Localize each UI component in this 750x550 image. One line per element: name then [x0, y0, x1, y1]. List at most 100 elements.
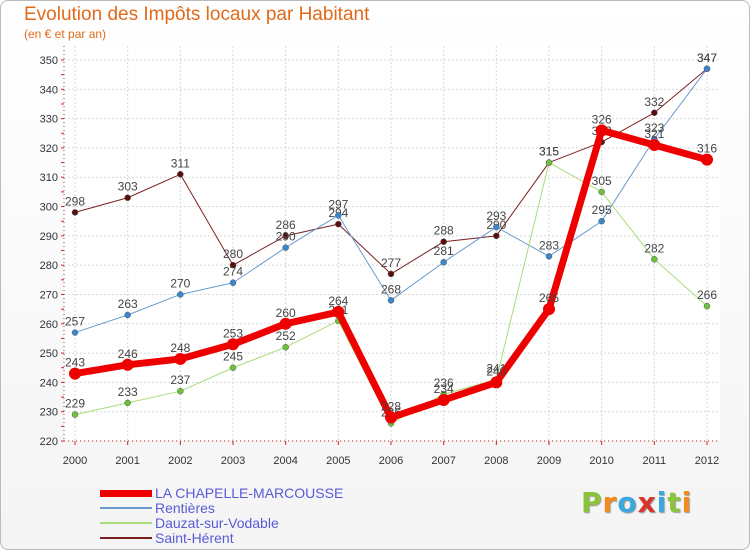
data-label: 245: [223, 350, 243, 364]
series-renti-res: 257 263 270 274 290 297 268 281 293 283 295 323 347: [65, 51, 717, 336]
data-point: [440, 238, 447, 245]
data-label: 237: [170, 373, 190, 387]
data-label: 246: [118, 347, 138, 361]
y-tick-label: 280: [40, 260, 58, 272]
data-label: 240: [486, 364, 506, 378]
data-label: 228: [381, 400, 401, 414]
data-label: 268: [381, 282, 401, 296]
logo-letter: i: [681, 486, 693, 519]
y-tick-label: 240: [40, 377, 58, 389]
legend-item-dauzat: Dauzat-sur-Vodable: [100, 515, 279, 531]
data-point: [71, 209, 79, 216]
data-point: [177, 387, 184, 395]
data-point: [124, 311, 131, 319]
data-label: 332: [644, 95, 664, 109]
data-point: [387, 297, 395, 304]
data-point: [227, 338, 239, 351]
data-label: 321: [644, 127, 664, 141]
x-tick-label: 2006: [379, 455, 403, 467]
data-label: 293: [486, 209, 506, 223]
data-point: [595, 124, 608, 137]
x-tick-label: 2005: [326, 455, 350, 467]
data-label: 311: [171, 156, 190, 170]
data-label: 280: [223, 247, 243, 261]
legend-swatch-dauzat: [100, 522, 152, 524]
data-point: [651, 109, 658, 117]
series-la-chapelle-marcousse: 243 246 248 253 260 264 228 234 240 265 326 321 316: [65, 112, 717, 424]
data-point: [229, 279, 237, 286]
data-label: 323: [644, 121, 664, 135]
data-label: 303: [118, 180, 138, 194]
legend-item-chapelle: LA CHAPELLE-MARCOUSSE: [100, 485, 343, 501]
data-point: [703, 302, 711, 310]
proxiti-logo: Proxiti: [581, 486, 692, 519]
data-label: 248: [170, 341, 190, 355]
y-tick-label: 220: [40, 436, 58, 448]
data-point: [335, 212, 342, 219]
data-label: 315: [539, 145, 559, 159]
data-point: [121, 358, 134, 371]
legend-label-saint-herent: Saint-Hérent: [155, 530, 234, 546]
data-point: [545, 159, 553, 166]
data-point: [648, 138, 661, 151]
y-tick-label: 290: [40, 231, 58, 243]
data-point: [174, 352, 187, 365]
data-label: 298: [65, 194, 85, 208]
logo-letter: P: [581, 486, 603, 519]
data-label: 281: [434, 244, 454, 258]
data-label: 253: [223, 326, 243, 340]
x-tick-label: 2012: [695, 455, 719, 467]
chart-title: Evolution des Impôts locaux par Habitant: [24, 4, 370, 25]
data-point: [279, 317, 292, 330]
logo-letter: r: [602, 486, 618, 519]
y-tick-label: 310: [40, 172, 58, 184]
x-tick-label: 2011: [643, 455, 667, 467]
data-label: 347: [697, 51, 717, 65]
chart-subtitle: (en € et par an): [24, 27, 107, 41]
data-point: [71, 329, 79, 336]
data-label: 243: [65, 356, 85, 370]
data-label: 257: [65, 315, 85, 329]
legend-label-rentieres: Rentières: [155, 500, 215, 516]
data-label: 270: [170, 276, 190, 290]
data-label: 283: [539, 238, 559, 252]
y-tick-label: 260: [40, 319, 58, 331]
data-point: [71, 411, 79, 418]
data-label: 347: [697, 51, 717, 65]
data-point: [335, 220, 342, 228]
data-point: [229, 364, 237, 371]
data-point: [229, 261, 237, 269]
data-label: 297: [328, 197, 348, 211]
x-tick-label: 2002: [168, 455, 192, 467]
data-label: 274: [223, 265, 243, 279]
x-tick-label: 2004: [273, 455, 297, 467]
legend-label-chapelle: LA CHAPELLE-MARCOUSSE: [155, 485, 344, 501]
data-label: 234: [434, 382, 454, 396]
data-point: [701, 153, 713, 166]
legend-swatch-saint-herent: [100, 537, 152, 539]
x-tick-label: 2009: [537, 455, 561, 467]
data-point: [177, 171, 184, 178]
data-point: [493, 223, 500, 231]
data-label: 282: [644, 241, 664, 255]
data-label: 229: [65, 397, 85, 411]
y-tick-label: 330: [40, 114, 58, 126]
y-tick-label: 250: [40, 348, 58, 360]
data-label: 305: [592, 174, 612, 188]
x-tick-label: 2003: [221, 455, 245, 467]
plot-area: [64, 46, 720, 441]
data-point: [124, 194, 131, 201]
y-tick-label: 350: [40, 55, 58, 67]
data-label: 264: [328, 294, 348, 308]
data-label: 263: [118, 297, 138, 311]
data-label: 260: [276, 306, 296, 320]
legend-label-dauzat: Dauzat-sur-Vodable: [155, 515, 279, 531]
legend-swatch-chapelle: [100, 489, 152, 497]
data-label: 286: [276, 218, 296, 232]
logo-letter: t: [667, 486, 682, 519]
data-point: [598, 217, 605, 225]
logo-letter: o: [617, 486, 638, 519]
data-label: 288: [434, 224, 454, 238]
data-point: [598, 188, 605, 196]
